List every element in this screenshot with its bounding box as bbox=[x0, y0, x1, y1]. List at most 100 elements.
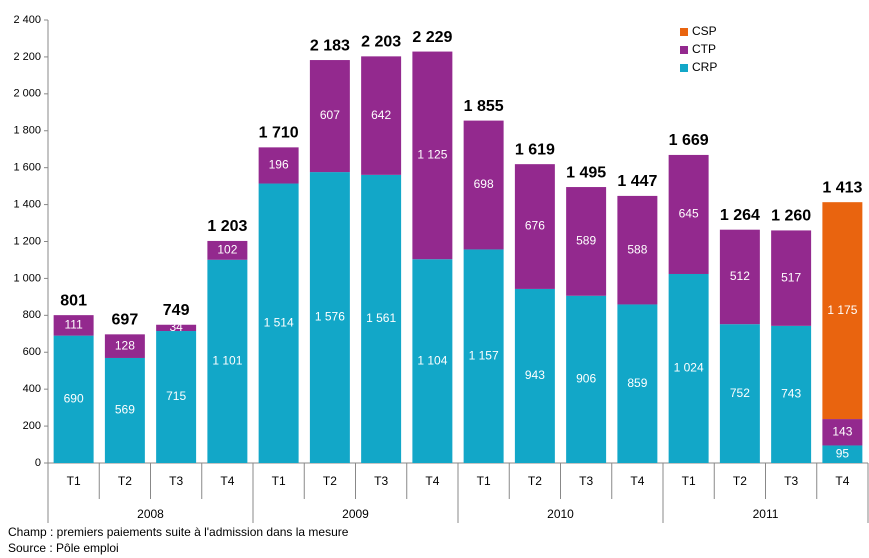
x-tick-label: T1 bbox=[272, 474, 286, 488]
value-label: 698 bbox=[474, 177, 494, 191]
value-label: 1 104 bbox=[417, 353, 447, 367]
value-label: 1 101 bbox=[212, 354, 242, 368]
bar-segment bbox=[53, 315, 94, 336]
y-tick-label: 1 800 bbox=[13, 125, 41, 137]
bar-segment bbox=[822, 445, 863, 463]
bar-segment bbox=[822, 419, 863, 446]
note: Source : Pôle emploi bbox=[8, 541, 119, 555]
bar-segment bbox=[361, 174, 402, 463]
total-label: 1 264 bbox=[720, 207, 760, 224]
legend-swatch bbox=[680, 28, 688, 36]
total-label: 2 229 bbox=[412, 29, 452, 46]
bar-segment bbox=[104, 357, 145, 463]
bar-segment bbox=[207, 259, 248, 463]
value-label: 645 bbox=[679, 207, 699, 221]
y-tick-label: 2 400 bbox=[13, 14, 41, 26]
value-label: 715 bbox=[166, 389, 186, 403]
y-tick-label: 0 bbox=[35, 457, 41, 469]
x-tick-label: T1 bbox=[682, 474, 696, 488]
value-label: 943 bbox=[525, 368, 545, 382]
y-tick-label: 600 bbox=[23, 346, 41, 358]
bar-segment bbox=[668, 154, 709, 274]
bar-segment bbox=[207, 240, 248, 260]
group-label: 2011 bbox=[753, 507, 779, 521]
legend-swatch bbox=[680, 64, 688, 72]
total-label: 1 855 bbox=[464, 98, 504, 115]
bar-segment bbox=[566, 295, 607, 463]
legend-label: CRP bbox=[692, 60, 717, 74]
value-label: 34 bbox=[169, 320, 183, 334]
value-label: 642 bbox=[371, 108, 391, 122]
bar-segment bbox=[361, 56, 402, 175]
value-label: 1 514 bbox=[264, 315, 294, 329]
bar-segment bbox=[566, 187, 607, 296]
x-tick-label: T4 bbox=[220, 474, 234, 488]
total-label: 2 183 bbox=[310, 37, 350, 54]
bar-segment bbox=[463, 249, 504, 463]
group-label: 2008 bbox=[137, 507, 164, 521]
total-label: 1 203 bbox=[207, 218, 247, 235]
bar-segment bbox=[156, 324, 197, 332]
value-label: 859 bbox=[627, 376, 647, 390]
bar-segment bbox=[771, 230, 812, 326]
value-label: 111 bbox=[65, 318, 84, 332]
value-label: 1 024 bbox=[674, 361, 704, 375]
total-label: 697 bbox=[112, 312, 139, 329]
note: Champ : premiers paiements suite à l'adm… bbox=[8, 525, 349, 539]
total-label: 1 447 bbox=[617, 173, 657, 190]
y-tick-label: 2 000 bbox=[13, 88, 41, 100]
value-label: 588 bbox=[627, 242, 647, 256]
value-label: 95 bbox=[836, 446, 850, 460]
x-tick-label: T4 bbox=[630, 474, 644, 488]
value-label: 512 bbox=[730, 269, 750, 283]
bar-segment bbox=[53, 335, 94, 463]
total-label: 749 bbox=[163, 302, 190, 319]
y-tick-label: 200 bbox=[23, 420, 41, 432]
bar-segment bbox=[771, 325, 812, 463]
value-label: 589 bbox=[576, 234, 596, 248]
y-tick-label: 1 200 bbox=[13, 235, 41, 247]
total-label: 1 710 bbox=[259, 125, 299, 142]
value-label: 143 bbox=[832, 424, 852, 438]
value-label: 569 bbox=[115, 403, 135, 417]
x-tick-label: T1 bbox=[477, 474, 491, 488]
bar-segment bbox=[463, 120, 504, 250]
group-label: 2009 bbox=[342, 507, 369, 521]
y-tick-label: 800 bbox=[23, 309, 41, 321]
x-tick-label: T4 bbox=[835, 474, 849, 488]
bar-segment bbox=[668, 273, 709, 463]
value-label: 1 576 bbox=[315, 310, 345, 324]
total-label: 1 669 bbox=[669, 132, 709, 149]
bar-segment bbox=[412, 51, 453, 260]
x-tick-label: T1 bbox=[67, 474, 81, 488]
x-tick-label: T2 bbox=[323, 474, 337, 488]
x-tick-label: T2 bbox=[733, 474, 747, 488]
value-label: 196 bbox=[269, 158, 289, 172]
x-tick-label: T2 bbox=[528, 474, 542, 488]
y-tick-label: 2 200 bbox=[13, 51, 41, 63]
group-label: 2010 bbox=[547, 507, 574, 521]
value-label: 1 175 bbox=[827, 303, 857, 317]
bar-segment bbox=[412, 259, 453, 463]
value-label: 743 bbox=[781, 387, 801, 401]
x-tick-label: T3 bbox=[374, 474, 388, 488]
y-tick-label: 1 400 bbox=[13, 198, 41, 210]
bar-segment bbox=[822, 202, 863, 420]
value-label: 1 125 bbox=[417, 148, 447, 162]
value-label: 102 bbox=[217, 243, 237, 257]
value-label: 517 bbox=[781, 270, 801, 284]
total-label: 1 495 bbox=[566, 164, 606, 181]
total-label: 1 619 bbox=[515, 141, 555, 158]
bar-segment bbox=[258, 147, 299, 184]
x-tick-label: T4 bbox=[425, 474, 439, 488]
total-label: 2 203 bbox=[361, 34, 401, 51]
bar-segment bbox=[617, 304, 658, 463]
value-label: 752 bbox=[730, 386, 750, 400]
bar-segment bbox=[258, 183, 299, 463]
legend-swatch bbox=[680, 46, 688, 54]
value-label: 676 bbox=[525, 219, 545, 233]
bar-segment bbox=[104, 334, 145, 358]
total-label: 1 413 bbox=[822, 179, 862, 196]
value-label: 906 bbox=[576, 372, 596, 386]
